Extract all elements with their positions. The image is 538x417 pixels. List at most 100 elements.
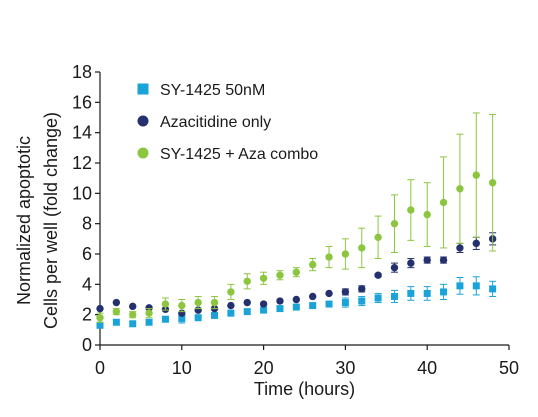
data-point [129, 320, 137, 328]
y-tick-label: 2 [82, 305, 92, 325]
data-point [456, 244, 464, 252]
data-point [407, 259, 415, 267]
y-tick-label: 6 [82, 244, 92, 264]
data-point [227, 301, 235, 310]
data-point [472, 282, 480, 290]
data-point [210, 298, 219, 307]
data-point [260, 306, 268, 314]
data-point [129, 302, 137, 311]
legend-marker [137, 83, 149, 95]
data-point [423, 289, 431, 297]
data-point [325, 253, 333, 261]
y-tick-label: 16 [72, 92, 92, 112]
data-point [489, 285, 497, 293]
x-axis-title: Time (hours) [254, 379, 355, 399]
legend-marker [137, 115, 149, 127]
data-point [227, 288, 235, 296]
data-point [243, 277, 251, 285]
data-point [178, 301, 186, 310]
legend: SY-1425 50nM Azacitidine only SY-1425 + Az… [137, 82, 318, 163]
data-point [243, 298, 251, 307]
data-point [374, 271, 382, 279]
data-point [407, 289, 415, 297]
data-point [308, 292, 317, 301]
x-tick-label: 50 [499, 358, 519, 378]
data-point [423, 256, 431, 264]
data-point [407, 206, 415, 214]
data-point [292, 295, 301, 304]
axes: 0 10 20 30 40 50 0 2 4 6 8 10 12 14 16 18 Time (hours) No… [14, 62, 519, 399]
y-tick-label: 4 [82, 274, 92, 294]
data-point [456, 185, 464, 193]
data-point [390, 263, 399, 272]
data-point [390, 219, 399, 228]
y-axis-title-line: Cells per well (fold change) [41, 112, 61, 329]
legend-item: SY-1425 50nM [137, 82, 265, 99]
plot-area [96, 112, 497, 329]
data-point [292, 303, 300, 311]
y-tick-label: 8 [82, 214, 92, 234]
data-point [161, 315, 169, 323]
data-point [358, 244, 366, 252]
data-point [194, 298, 202, 307]
x-tick-label: 0 [95, 358, 105, 378]
data-point [456, 282, 464, 290]
data-point [194, 314, 202, 322]
y-axis-title-line: Normalized apoptotic [14, 136, 34, 305]
data-point [439, 256, 448, 264]
data-point [129, 310, 137, 319]
y-tick-label: 10 [72, 183, 92, 203]
x-tick-label: 30 [335, 358, 355, 378]
data-point [390, 292, 398, 300]
legend-label: SY-1425 + Aza combo [160, 146, 318, 163]
data-point [374, 294, 382, 302]
data-point [211, 311, 219, 319]
data-point [227, 309, 235, 317]
x-tick-label: 20 [254, 358, 274, 378]
data-point [145, 304, 153, 312]
data-point [488, 179, 497, 187]
data-point [341, 299, 349, 307]
data-point [96, 314, 104, 322]
data-point [472, 171, 480, 179]
legend-item: SY-1425 + Aza combo [137, 146, 318, 163]
data-point [112, 298, 121, 307]
data-point [112, 318, 120, 326]
legend-label: SY-1425 50nM [160, 82, 265, 99]
data-point [341, 288, 350, 296]
data-point [308, 260, 317, 269]
data-point [358, 285, 366, 293]
x-tick-label: 10 [172, 358, 192, 378]
data-point [259, 274, 268, 282]
data-point [112, 307, 121, 316]
series-1 [96, 276, 497, 329]
data-point [96, 321, 104, 329]
data-point [472, 239, 480, 248]
data-point [325, 289, 333, 298]
legend-label: Azacitidine only [160, 114, 271, 131]
data-point [341, 250, 350, 258]
legend-item: Azacitidine only [137, 114, 271, 131]
data-point [145, 318, 153, 326]
data-point [325, 300, 333, 308]
data-point [243, 308, 251, 316]
y-tick-label: 12 [72, 153, 92, 173]
data-point [276, 305, 284, 313]
data-point [374, 233, 382, 242]
data-point [292, 268, 301, 276]
data-point [440, 288, 448, 296]
data-point [358, 297, 366, 305]
legend-marker [137, 147, 149, 159]
series-3 [96, 112, 497, 323]
data-point [161, 300, 170, 308]
y-tick-label: 0 [82, 335, 92, 355]
data-point [276, 271, 284, 279]
data-point [178, 314, 186, 322]
data-point [259, 300, 268, 308]
data-point [145, 309, 153, 317]
data-point [439, 198, 448, 207]
data-point [423, 210, 431, 219]
data-point [309, 302, 317, 310]
